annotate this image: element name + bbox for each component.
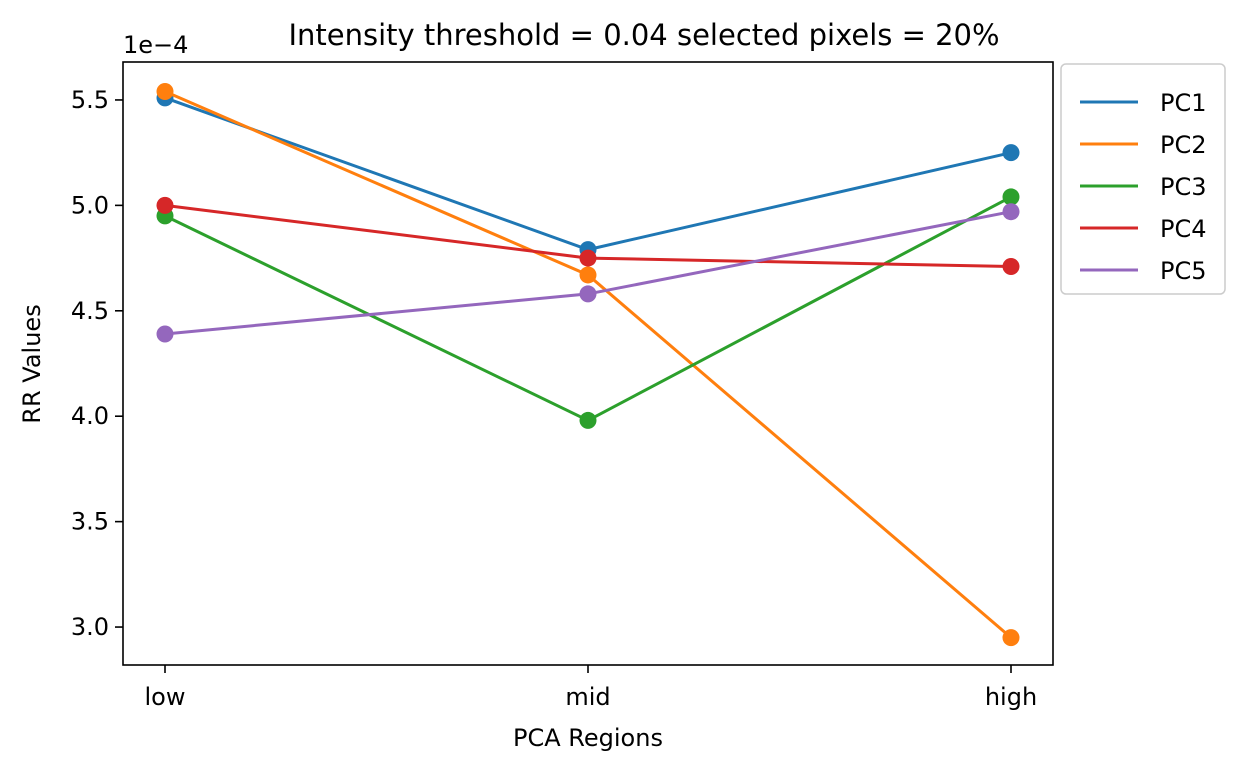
x-tick-label: mid [565, 683, 610, 711]
y-tick-label: 5.5 [71, 86, 109, 114]
data-point-pc3 [579, 411, 597, 429]
x-tick-label: high [985, 683, 1037, 711]
data-point-pc5 [156, 325, 174, 343]
y-tick-label: 4.0 [71, 402, 109, 430]
legend-label: PC4 [1160, 215, 1207, 243]
data-point-pc4 [579, 249, 597, 267]
legend: PC1 PC2 PC3 PC4 PC5 [1060, 63, 1226, 295]
chart-title: Intensity threshold = 0.04 selected pixe… [288, 18, 999, 52]
data-point-pc2 [1002, 629, 1020, 647]
plot-layer: low mid high 3.0 3.5 4.0 4.5 5.0 5.5 [71, 61, 1054, 711]
series-line-pc3 [164, 195, 1012, 423]
y-tick-label: 3.0 [71, 613, 109, 641]
data-point-pc3 [1002, 188, 1020, 206]
y-tick-label: 4.5 [71, 297, 109, 325]
data-point-pc1 [1002, 144, 1020, 162]
x-tick-label: low [145, 683, 186, 711]
data-point-pc4 [156, 196, 174, 214]
y-tick-label: 5.0 [71, 191, 109, 219]
legend-label: PC3 [1160, 173, 1207, 201]
x-axis-label: PCA Regions [513, 724, 663, 752]
series-line-pc2 [164, 90, 1012, 639]
data-point-pc2 [156, 83, 174, 101]
data-point-pc5 [579, 285, 597, 303]
y-offset-label: 1e−4 [123, 31, 188, 59]
y-tick-label: 3.5 [71, 508, 109, 536]
data-point-pc5 [1002, 203, 1020, 221]
legend-label: PC5 [1160, 257, 1207, 285]
data-point-pc4 [1002, 258, 1020, 276]
data-point-pc2 [579, 266, 597, 284]
plot-frame [122, 61, 1054, 666]
y-axis-label: RR Values [18, 304, 46, 423]
legend-label: PC1 [1160, 89, 1207, 117]
series-line-pc1 [164, 96, 1012, 252]
legend-label: PC2 [1160, 131, 1207, 159]
legend-box [1060, 63, 1226, 295]
